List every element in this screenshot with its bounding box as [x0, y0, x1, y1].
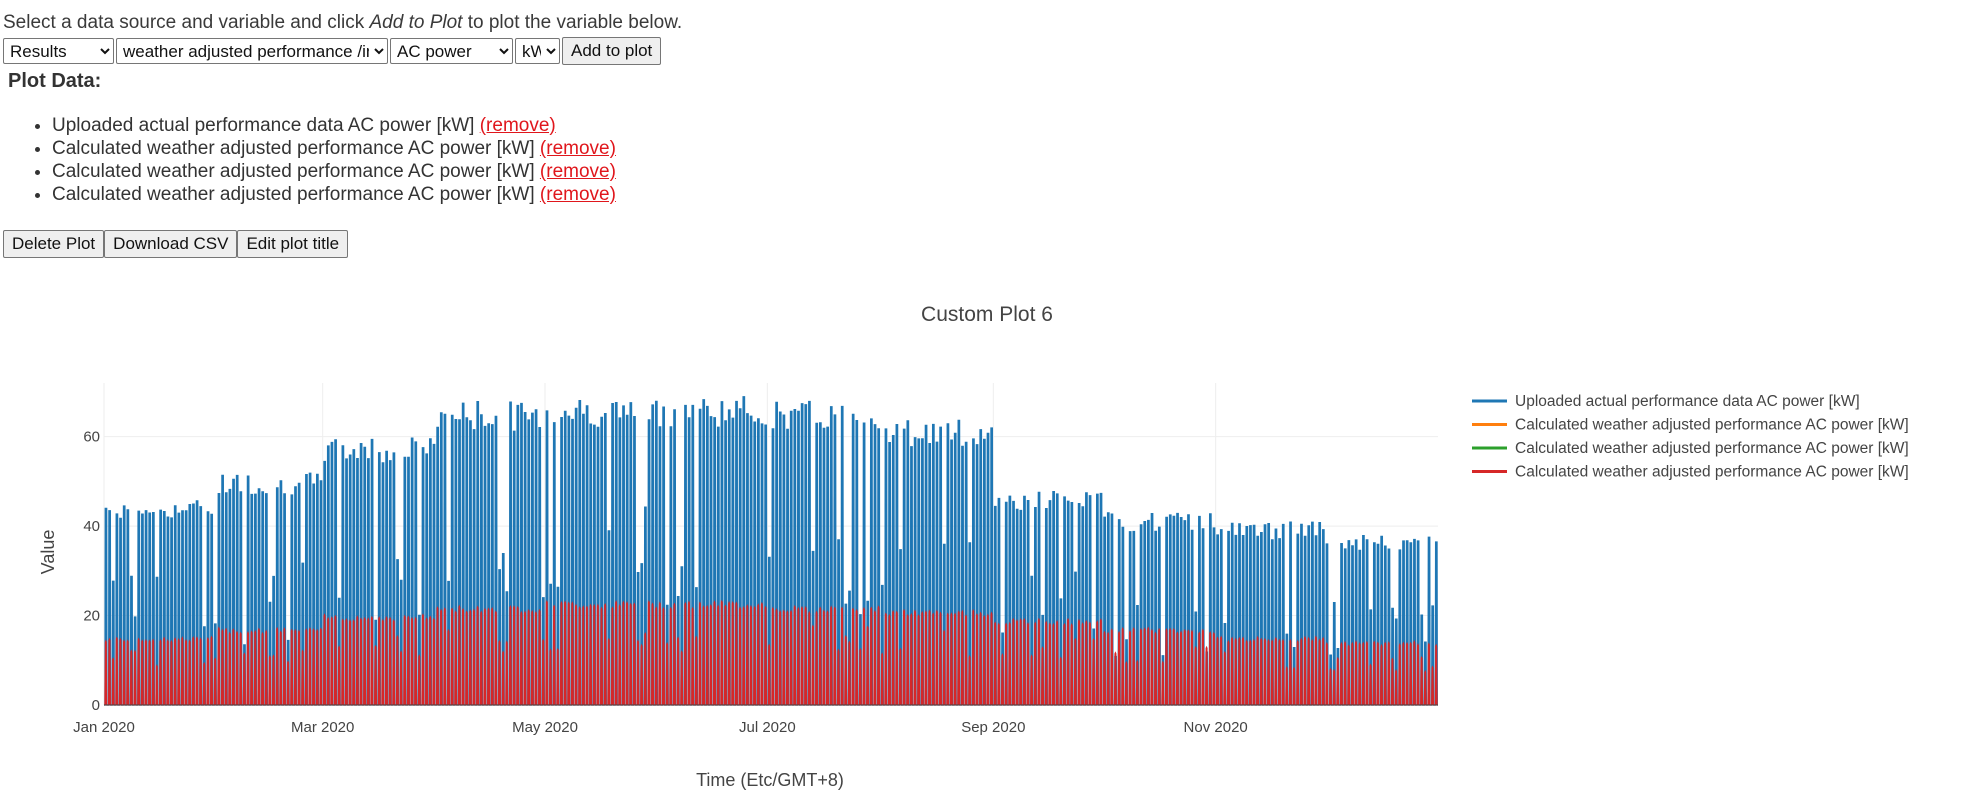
plot-data-item: Calculated weather adjusted performance …	[52, 137, 616, 160]
y-tick-label: 20	[83, 608, 100, 625]
legend-entry: Calculated weather adjusted performance …	[1515, 417, 1909, 434]
instructions-emphasis: Add to Plot	[369, 12, 463, 33]
edit-plot-title-button[interactable]: Edit plot title	[237, 230, 349, 258]
remove-link[interactable]: (remove)	[539, 161, 616, 182]
plot-data-item-label: Calculated weather adjusted performance …	[52, 138, 535, 159]
x-tick-label: May 2020	[512, 719, 578, 736]
remove-link[interactable]: (remove)	[539, 138, 616, 159]
data-source-select[interactable]: Results	[3, 38, 114, 64]
instructions-suffix: to plot the variable below.	[462, 12, 683, 33]
series-line-weather-adjusted	[104, 599, 1438, 706]
chart-axes: 0 20 40 60 Jan 2020 Mar 2020 May 2020 Jul 2020 S…	[73, 429, 1438, 736]
variable-select[interactable]: AC power	[390, 38, 513, 64]
x-tick-label: Nov 2020	[1184, 719, 1248, 736]
plot-actions: Delete Plot Download CSV Edit plot title	[3, 230, 349, 258]
y-tick-label: 0	[92, 697, 100, 714]
y-axis-label: Value	[38, 530, 58, 575]
plot-data-list: Uploaded actual performance data AC powe…	[30, 114, 616, 206]
chart-legend[interactable]: Uploaded actual performance data AC powe…	[1472, 393, 1909, 481]
plot-data-item: Uploaded actual performance data AC powe…	[52, 114, 616, 137]
x-tick-label: Mar 2020	[291, 719, 354, 736]
plot-controls: Results weather adjusted performance /in…	[3, 37, 662, 65]
add-to-plot-button[interactable]: Add to plot	[562, 37, 662, 65]
x-tick-label: Jul 2020	[739, 719, 796, 736]
plot-data-item: Calculated weather adjusted performance …	[52, 160, 616, 183]
plot-data-item-label: Uploaded actual performance data AC powe…	[52, 115, 475, 136]
plot-data-heading: Plot Data:	[8, 70, 102, 92]
legend-entry: Calculated weather adjusted performance …	[1515, 464, 1909, 481]
plot-data-item-label: Calculated weather adjusted performance …	[52, 161, 535, 182]
y-tick-label: 40	[83, 518, 100, 535]
remove-link[interactable]: (remove)	[539, 184, 616, 205]
chart-title: Custom Plot 6	[921, 303, 1053, 326]
y-tick-label: 60	[83, 429, 100, 446]
plot-data-item: Calculated weather adjusted performance …	[52, 183, 616, 206]
unit-select[interactable]: kW	[515, 38, 560, 64]
legend-entry: Uploaded actual performance data AC powe…	[1515, 393, 1860, 410]
plot-data-item-label: Calculated weather adjusted performance …	[52, 184, 535, 205]
remove-link[interactable]: (remove)	[479, 115, 556, 136]
custom-plot-chart[interactable]: Custom Plot 6 0 20 40 60 Jan 2020 Mar 2020 May…	[0, 280, 1963, 805]
data-path-select[interactable]: weather adjusted performance /inverters/…	[116, 38, 388, 64]
series-line-actual	[104, 396, 1438, 706]
x-tick-label: Jan 2020	[73, 719, 135, 736]
instructions-text: Select a data source and variable and cl…	[3, 12, 682, 34]
download-csv-button[interactable]: Download CSV	[104, 230, 238, 258]
instructions-prefix: Select a data source and variable and cl…	[3, 12, 370, 33]
series-actual-ac-power	[104, 396, 1438, 706]
series-weather-adjusted-ac-power	[104, 599, 1438, 706]
delete-plot-button[interactable]: Delete Plot	[3, 230, 105, 258]
x-axis-label: Time (Etc/GMT+8)	[696, 770, 844, 790]
x-tick-label: Sep 2020	[961, 719, 1025, 736]
legend-entry: Calculated weather adjusted performance …	[1515, 440, 1909, 457]
